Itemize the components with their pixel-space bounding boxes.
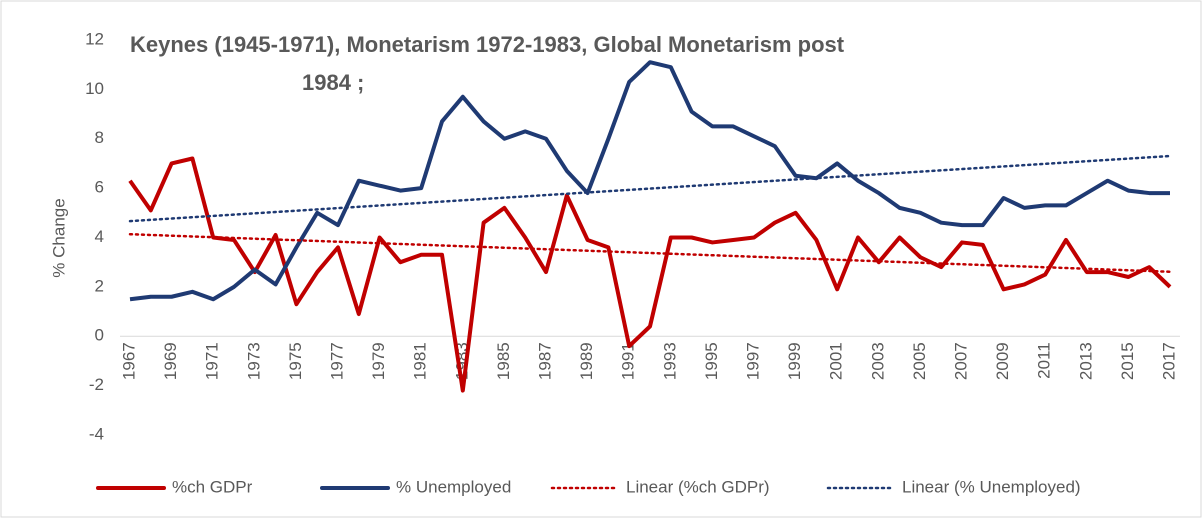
x-tick-label: 1993 [660,342,679,380]
line-series [128,156,1172,393]
y-tick-label: 12 [85,29,104,48]
legend-label: Linear (% Unemployed) [902,477,1081,496]
y-tick-label: 8 [95,128,104,147]
x-tick-label: 2005 [910,342,929,380]
legend-label: %ch GDPr [172,477,253,496]
trend-line [128,154,1172,223]
legend-label: Linear (%ch GDPr) [626,477,770,496]
x-tick-label: 1987 [535,342,554,380]
x-tick-label: 1973 [244,342,263,380]
trend-line [128,232,1172,274]
x-tick-label: 2003 [868,342,887,380]
x-tick-label: 1989 [577,342,596,380]
x-tick-label: 1971 [203,342,222,380]
x-tick-label: 2009 [993,342,1012,380]
x-tick-label: 2001 [827,342,846,380]
x-tick-label: 1985 [494,342,513,380]
chart-title: 1984 ; [302,70,364,95]
y-tick-label: -4 [89,424,104,443]
y-tick-label: 6 [95,178,104,197]
y-axis-label: % Change [49,198,68,277]
y-tick-label: 4 [95,227,104,246]
legend-label: % Unemployed [396,477,511,496]
x-tick-label: 1995 [702,342,721,380]
x-tick-label: 1967 [119,342,138,380]
x-tick-label: 2015 [1118,342,1137,380]
x-tick-label: 1997 [743,342,762,380]
chart-title: Keynes (1945-1971), Monetarism 1972-1983… [130,32,845,57]
x-tick-label: 2007 [951,342,970,380]
x-tick-label: 1979 [369,342,388,380]
line-series [129,60,1170,302]
y-tick-label: 2 [95,276,104,295]
x-tick-label: 1969 [161,342,180,380]
y-tick-label: 0 [95,326,104,345]
x-tick-label: 2013 [1076,342,1095,380]
x-tick-label: 1977 [327,342,346,380]
x-tick-label: 1981 [411,342,430,380]
y-tick-label: -2 [89,375,104,394]
x-tick-label: 1975 [286,342,305,380]
y-tick-label: 10 [85,79,104,98]
x-tick-label: 2017 [1159,342,1178,380]
x-tick-label: 2011 [1035,342,1054,379]
x-tick-label: 1991 [619,342,638,380]
x-tick-label: 1999 [785,342,804,380]
